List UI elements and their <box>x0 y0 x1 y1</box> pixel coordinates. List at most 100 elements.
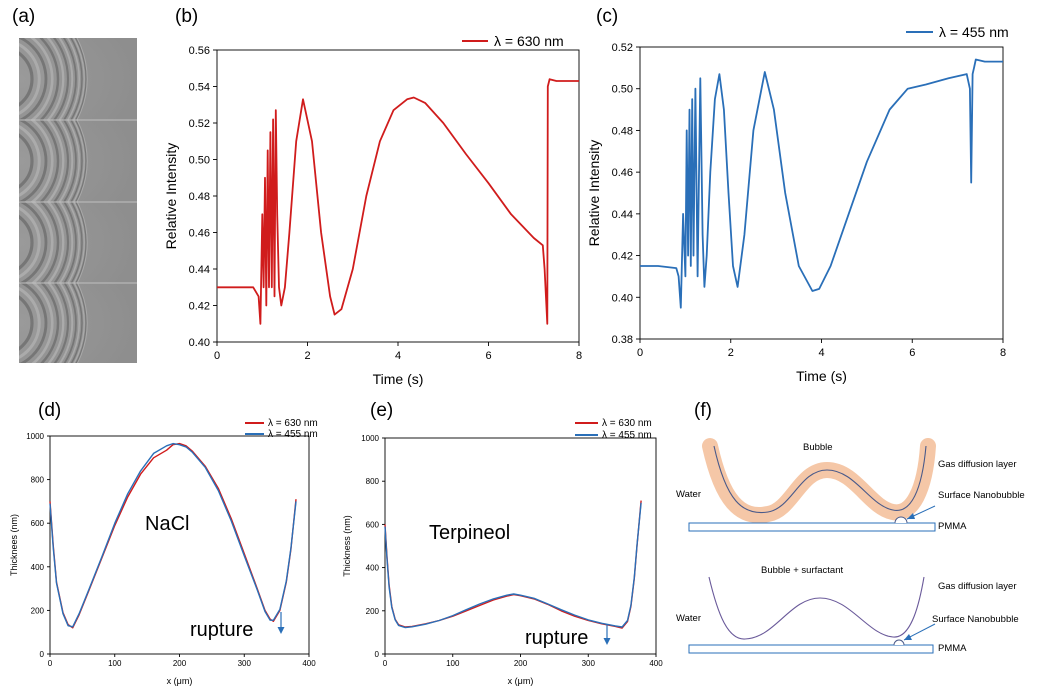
x-tick-label: 8 <box>576 350 582 362</box>
bubble-interface-bottom <box>708 576 925 640</box>
y-tick-label: 200 <box>366 607 380 616</box>
chart-b: 0 2 4 6 8 0.40 0.42 0.44 0.46 0.48 0.50 0.52 0.54 0.5… <box>163 33 582 387</box>
series-line-1 <box>49 442 297 628</box>
y-tick-label: 0.40 <box>189 337 210 349</box>
panel-label-a: (a) <box>12 6 35 27</box>
rupture-label-d: rupture <box>190 619 253 641</box>
x-axis-title: Time (s) <box>796 368 847 384</box>
label-nanobubble-top: Surface Nanobubble <box>938 490 1025 501</box>
annotation-nacl: NaCl <box>145 513 189 535</box>
y-tick-label: 800 <box>366 477 380 486</box>
y-tick-label: 0.42 <box>189 301 210 313</box>
x-tick-label: 300 <box>238 659 252 668</box>
y-axis-title: Relative Intensity <box>163 143 179 250</box>
gas-diffusion-layer-top <box>702 438 936 523</box>
y-tick-label: 0.46 <box>189 228 210 240</box>
annotation-terpineol: Terpineol <box>429 522 510 544</box>
y-tick-label: 0 <box>375 650 380 659</box>
chart-c: 0 2 4 6 8 0.38 0.40 0.42 0.44 0.46 0.48 0.50 0.52 Tim… <box>586 24 1009 384</box>
x-tick-label: 6 <box>485 350 491 362</box>
x-tick-label: 2 <box>728 347 734 359</box>
pmma-slab-top <box>688 522 936 532</box>
panel-label-e: (e) <box>370 400 393 421</box>
y-axis-title: Thickness (nm) <box>342 515 352 577</box>
x-axis-title: x (μm) <box>167 676 193 686</box>
panel-label-c: (c) <box>596 6 618 27</box>
legend-label-0: λ = 630 nm <box>494 33 564 49</box>
y-tick-label: 800 <box>31 476 45 485</box>
label-nanobubble-bottom: Surface Nanobubble <box>932 614 1019 625</box>
x-tick-label: 2 <box>304 350 310 362</box>
y-tick-label: 0.56 <box>189 45 210 57</box>
plot-frame <box>49 435 310 655</box>
series-line-0 <box>217 78 579 325</box>
x-tick-label: 0 <box>637 347 643 359</box>
x-axis-title: x (μm) <box>508 676 534 686</box>
series-line-0 <box>384 500 642 629</box>
label-water-bottom: Water <box>676 613 701 624</box>
interference-image <box>19 38 137 363</box>
label-bubble-bottom: Bubble + surfactant <box>761 565 843 576</box>
x-tick-label: 300 <box>582 659 596 668</box>
y-tick-label: 0.44 <box>612 209 633 221</box>
y-tick-label: 0.52 <box>612 42 633 54</box>
x-tick-label: 8 <box>1000 347 1006 359</box>
series-line-0 <box>640 58 1003 309</box>
label-gas-top: Gas diffusion layer <box>938 459 1017 470</box>
y-tick-label: 0.46 <box>612 167 633 179</box>
y-tick-label: 400 <box>366 564 380 573</box>
ring-pattern <box>19 38 88 120</box>
x-tick-label: 100 <box>446 659 460 668</box>
y-tick-label: 0.50 <box>612 84 633 96</box>
x-tick-label: 400 <box>302 659 316 668</box>
chart-d: 0 100 200 300 400 0 200 400 600 800 1000 x (μm) Thic… <box>9 418 318 686</box>
x-tick-label: 0 <box>383 659 388 668</box>
legend-label-0: λ = 630 nm <box>268 418 318 429</box>
legend-label-1: λ = 455 nm <box>268 429 318 440</box>
x-tick-label: 0 <box>214 350 220 362</box>
label-bubble-top: Bubble <box>803 442 833 453</box>
y-tick-label: 400 <box>31 563 45 572</box>
nanobubble-bottom <box>893 639 905 646</box>
y-tick-label: 600 <box>366 520 380 529</box>
x-tick-label: 0 <box>48 659 53 668</box>
y-tick-label: 1000 <box>361 434 379 443</box>
y-tick-label: 0.48 <box>612 125 633 137</box>
y-tick-label: 0.48 <box>189 191 210 203</box>
x-tick-label: 4 <box>395 350 401 362</box>
x-tick-label: 6 <box>909 347 915 359</box>
y-tick-label: 600 <box>31 519 45 528</box>
x-tick-label: 200 <box>173 659 187 668</box>
label-pmma-top: PMMA <box>938 521 967 532</box>
y-tick-label: 0.50 <box>189 155 210 167</box>
y-tick-label: 0.54 <box>189 82 210 94</box>
x-axis-title: Time (s) <box>373 371 424 387</box>
y-tick-label: 200 <box>31 606 45 615</box>
ring-pattern <box>19 120 88 202</box>
y-tick-label: 0 <box>40 650 45 659</box>
ring-pattern <box>19 283 88 363</box>
label-water-top: Water <box>676 489 701 500</box>
chart-e: 0 100 200 300 400 0 200 400 600 800 1000 x (μm) Thic… <box>342 418 663 686</box>
label-pmma-bottom: PMMA <box>938 643 967 654</box>
y-tick-label: 0.40 <box>612 292 633 304</box>
label-gas-bottom: Gas diffusion layer <box>938 581 1017 592</box>
rupture-arrow-e <box>603 624 611 645</box>
rupture-label-e: rupture <box>525 627 588 649</box>
panel-label-b: (b) <box>175 6 198 27</box>
y-tick-label: 0.44 <box>189 264 210 276</box>
panel-label-d: (d) <box>38 400 61 421</box>
y-axis-title: Relative Intensity <box>586 140 602 247</box>
pmma-slab-bottom <box>688 644 934 654</box>
series-line-1 <box>384 502 642 629</box>
x-tick-label: 200 <box>514 659 528 668</box>
legend-label-0: λ = 630 nm <box>602 418 652 429</box>
x-tick-label: 400 <box>649 659 663 668</box>
x-tick-label: 4 <box>818 347 824 359</box>
rupture-arrow-d <box>277 612 285 634</box>
legend-label-1: λ = 455 nm <box>602 430 652 441</box>
series-line-0 <box>49 442 297 629</box>
plot-frame <box>384 437 657 655</box>
y-tick-label: 0.38 <box>612 334 633 346</box>
